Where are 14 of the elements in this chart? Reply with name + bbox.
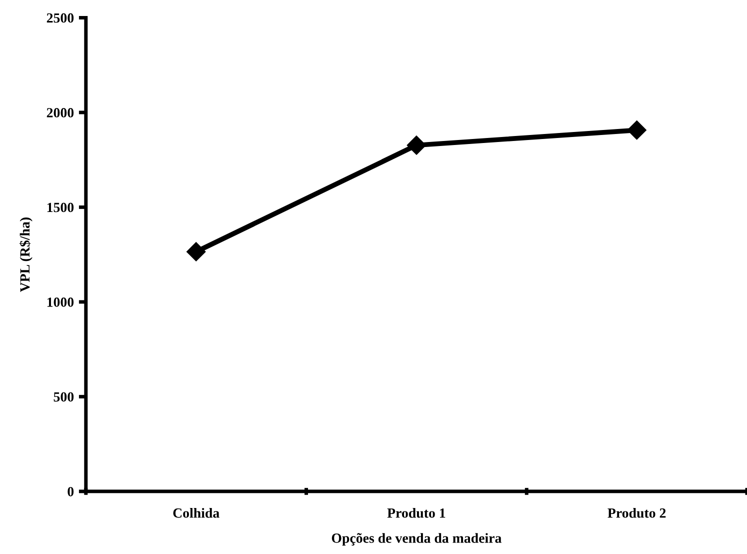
y-tick-label: 1000: [47, 298, 74, 307]
x-axis-title: Opções de venda da madeira: [332, 533, 502, 546]
y-tick-label: 0: [68, 486, 74, 496]
y-tick-label: 2000: [46, 108, 74, 118]
x-tick-label: Produto 1: [387, 508, 446, 518]
point: [406, 136, 426, 155]
y-tick-label: 1500: [47, 202, 74, 212]
x-tick-label: Produto 2: [608, 508, 666, 518]
point: [186, 242, 206, 262]
y-axis-title: VPL (R$/ha): [19, 218, 32, 292]
y-tick-label: 2500: [46, 13, 74, 23]
y-tick-label: 500: [54, 392, 74, 402]
point: [627, 120, 646, 140]
x-tick-label: Colhida: [173, 508, 220, 518]
